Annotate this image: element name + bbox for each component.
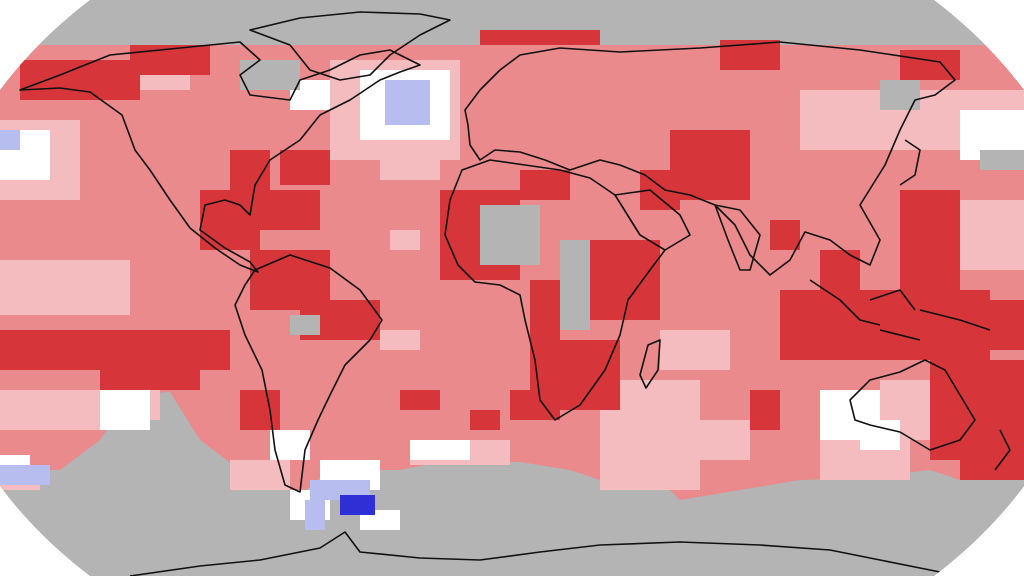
grid-cell-slightly-warmer <box>960 200 1024 270</box>
grid-cell-no-data <box>480 205 540 265</box>
grid-cell-no-data <box>880 80 920 110</box>
coastlines <box>19 11 1011 576</box>
grid-cell-much-warmer <box>20 60 140 100</box>
grid-cell-much-warmer <box>920 250 960 290</box>
grid-cell-much-warmer <box>670 130 750 200</box>
grid-cell-cooler <box>0 465 50 485</box>
grid-cell-much-warmer <box>400 390 440 410</box>
grid-cell-slightly-warmer <box>0 390 100 430</box>
grid-cell-slightly-warmer <box>390 230 420 250</box>
grid-cell-no-data <box>240 60 300 90</box>
grid-cell-much-warmer <box>200 220 260 250</box>
greenland-outline <box>249 11 451 81</box>
grid-cell-much-warmer <box>750 390 780 430</box>
grid-cell-much-warmer <box>100 360 200 390</box>
south-america-outline <box>234 254 383 493</box>
grid-cell-much-warmer <box>820 250 860 290</box>
grid-cell-much-warmer <box>470 410 500 430</box>
australia-outline <box>849 359 976 451</box>
region-no-data <box>0 392 1024 576</box>
grid-cell-much-warmer <box>950 300 1024 350</box>
eurasia-outline <box>464 41 956 276</box>
japan-outline <box>899 139 921 186</box>
grid-cell-no-data <box>290 315 320 335</box>
grid-cell-near-average <box>860 420 900 450</box>
new-zealand-outline <box>994 429 1011 471</box>
india-outline <box>714 204 761 271</box>
grid-cell-slightly-warmer <box>0 260 130 315</box>
grid-cell-much-warmer <box>590 240 660 320</box>
grid-cell-much-warmer <box>560 340 620 410</box>
grid-cell-cooler <box>0 130 20 150</box>
grid-cell-much-warmer <box>960 450 1024 480</box>
grid-cell-near-average <box>410 440 470 460</box>
grid-cell-slightly-warmer <box>380 140 440 180</box>
grid-cell-no-data <box>980 150 1024 170</box>
grid-cell-much-warmer <box>770 220 800 250</box>
grid-cell-no-data <box>560 240 590 330</box>
africa-outline <box>444 159 666 421</box>
grid-cell-much-warmer <box>480 30 600 45</box>
grid-cell-cooler <box>305 500 325 530</box>
grid-cell-much-warmer <box>240 390 280 430</box>
grid-cell-slightly-warmer <box>380 330 420 350</box>
madagascar-outline <box>639 339 661 389</box>
grid-cell-near-average <box>100 390 150 430</box>
grid-cell-much-warmer <box>280 150 330 185</box>
grid-cell-much-warmer <box>130 45 210 75</box>
region-no-data <box>0 0 1024 45</box>
antarctica-outline <box>129 531 1001 576</box>
arabia-outline <box>614 189 691 251</box>
grid-cell-slightly-warmer <box>660 330 730 370</box>
grid-cell-much-cooler <box>340 495 375 515</box>
grid-cell-much-warmer <box>930 360 1024 460</box>
grid-cell-slightly-warmer <box>690 420 750 460</box>
grid-cell-cooler <box>385 80 430 125</box>
grid-cell-much-warmer <box>520 170 570 200</box>
north-america-outline <box>19 41 421 273</box>
grid-cell-slightly-warmer <box>230 460 290 490</box>
indonesia-outline <box>809 279 991 341</box>
